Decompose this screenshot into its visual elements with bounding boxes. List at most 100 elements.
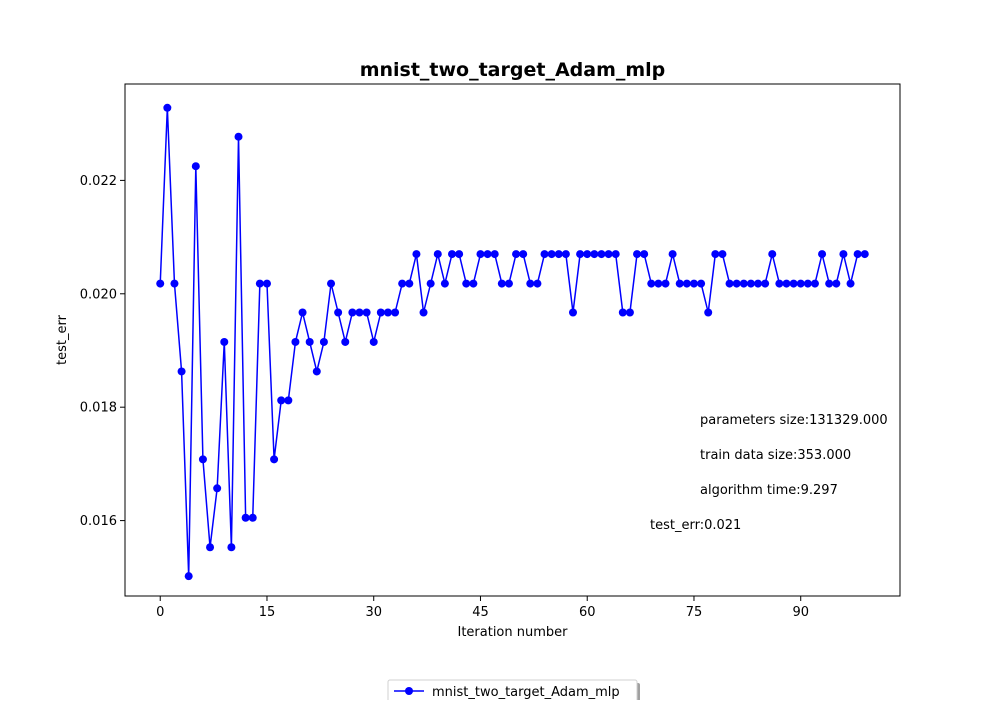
data-point: [213, 484, 222, 493]
x-tick-label: 0: [156, 605, 164, 620]
chart-title: mnist_two_target_Adam_mlp: [360, 59, 666, 81]
data-point: [469, 279, 478, 288]
data-point: [227, 543, 236, 552]
x-tick-label: 30: [365, 605, 382, 620]
data-point: [298, 308, 307, 317]
data-point: [668, 250, 677, 259]
data-point: [184, 572, 193, 581]
data-point: [526, 279, 535, 288]
data-point: [462, 279, 471, 288]
data-point: [775, 279, 784, 288]
annotation-train-data-size: train data size:353.000: [700, 448, 851, 463]
data-point: [234, 132, 243, 141]
data-point: [583, 250, 592, 259]
annotation-test-err: test_err:0.021: [650, 518, 741, 533]
data-point: [241, 513, 250, 522]
data-point: [711, 250, 720, 259]
data-point: [476, 250, 485, 259]
data-point: [818, 250, 827, 259]
data-point: [398, 279, 407, 288]
data-point: [519, 250, 528, 259]
data-point: [383, 308, 392, 317]
data-point: [426, 279, 435, 288]
data-point: [163, 103, 172, 112]
data-point: [768, 250, 777, 259]
annotation-algorithm-time: algorithm time:9.297: [700, 483, 838, 498]
x-tick-label: 90: [792, 605, 809, 620]
legend-box: [387, 679, 638, 705]
data-point: [725, 279, 734, 288]
data-point: [682, 279, 691, 288]
data-point: [654, 279, 663, 288]
data-point: [704, 308, 713, 317]
x-tick-label: 15: [259, 605, 276, 620]
y-tick-label: 0.022: [80, 174, 117, 189]
data-point: [533, 279, 542, 288]
data-point: [647, 279, 656, 288]
data-point: [689, 279, 698, 288]
data-point: [853, 250, 862, 259]
y-axis-label: test_err: [55, 314, 70, 365]
data-point: [341, 337, 350, 346]
data-point: [433, 250, 442, 259]
data-point: [334, 308, 343, 317]
data-point: [497, 279, 506, 288]
data-point: [561, 250, 570, 259]
data-point: [291, 337, 300, 346]
data-point: [576, 250, 585, 259]
plot-area: [124, 83, 901, 597]
series-layer: [156, 103, 869, 581]
data-point: [633, 250, 642, 259]
data-point: [540, 250, 549, 259]
data-point: [746, 279, 755, 288]
data-point: [761, 279, 770, 288]
data-point: [177, 367, 186, 376]
data-point: [825, 279, 834, 288]
x-tick-label: 60: [579, 605, 596, 620]
data-point: [355, 308, 364, 317]
data-point: [590, 250, 599, 259]
data-point: [198, 455, 207, 464]
y-tick-label: 0.020: [80, 287, 117, 302]
data-point: [789, 279, 798, 288]
data-point: [305, 337, 314, 346]
data-point: [597, 250, 606, 259]
legend-label: mnist_two_target_Adam_mlp: [432, 685, 620, 700]
data-point: [262, 279, 271, 288]
data-point: [640, 250, 649, 259]
annotation-parameters-size: parameters size:131329.000: [700, 413, 888, 428]
x-axis-label: Iteration number: [457, 625, 568, 640]
x-tick-label: 75: [686, 605, 703, 620]
data-point: [554, 250, 563, 259]
data-point: [284, 396, 293, 405]
data-point: [156, 279, 165, 288]
data-point: [661, 279, 670, 288]
data-point: [782, 279, 791, 288]
y-tick-label: 0.018: [80, 401, 117, 416]
data-point: [369, 337, 378, 346]
data-point: [675, 279, 684, 288]
data-point: [504, 279, 513, 288]
data-point: [732, 279, 741, 288]
data-point: [362, 308, 371, 317]
data-point: [348, 308, 357, 317]
data-point: [391, 308, 400, 317]
x-tick-label: 45: [472, 605, 489, 620]
data-point: [170, 279, 179, 288]
data-point: [618, 308, 627, 317]
data-point: [803, 279, 812, 288]
data-point: [490, 250, 499, 259]
data-point: [754, 279, 763, 288]
data-point: [483, 250, 492, 259]
data-point: [206, 543, 215, 552]
data-point: [718, 250, 727, 259]
data-point: [832, 279, 841, 288]
data-point: [312, 367, 321, 376]
data-point: [448, 250, 457, 259]
data-point: [220, 337, 229, 346]
data-point: [191, 162, 200, 171]
data-point: [412, 250, 421, 259]
data-point: [405, 279, 414, 288]
legend-marker-swatch: [405, 687, 413, 695]
